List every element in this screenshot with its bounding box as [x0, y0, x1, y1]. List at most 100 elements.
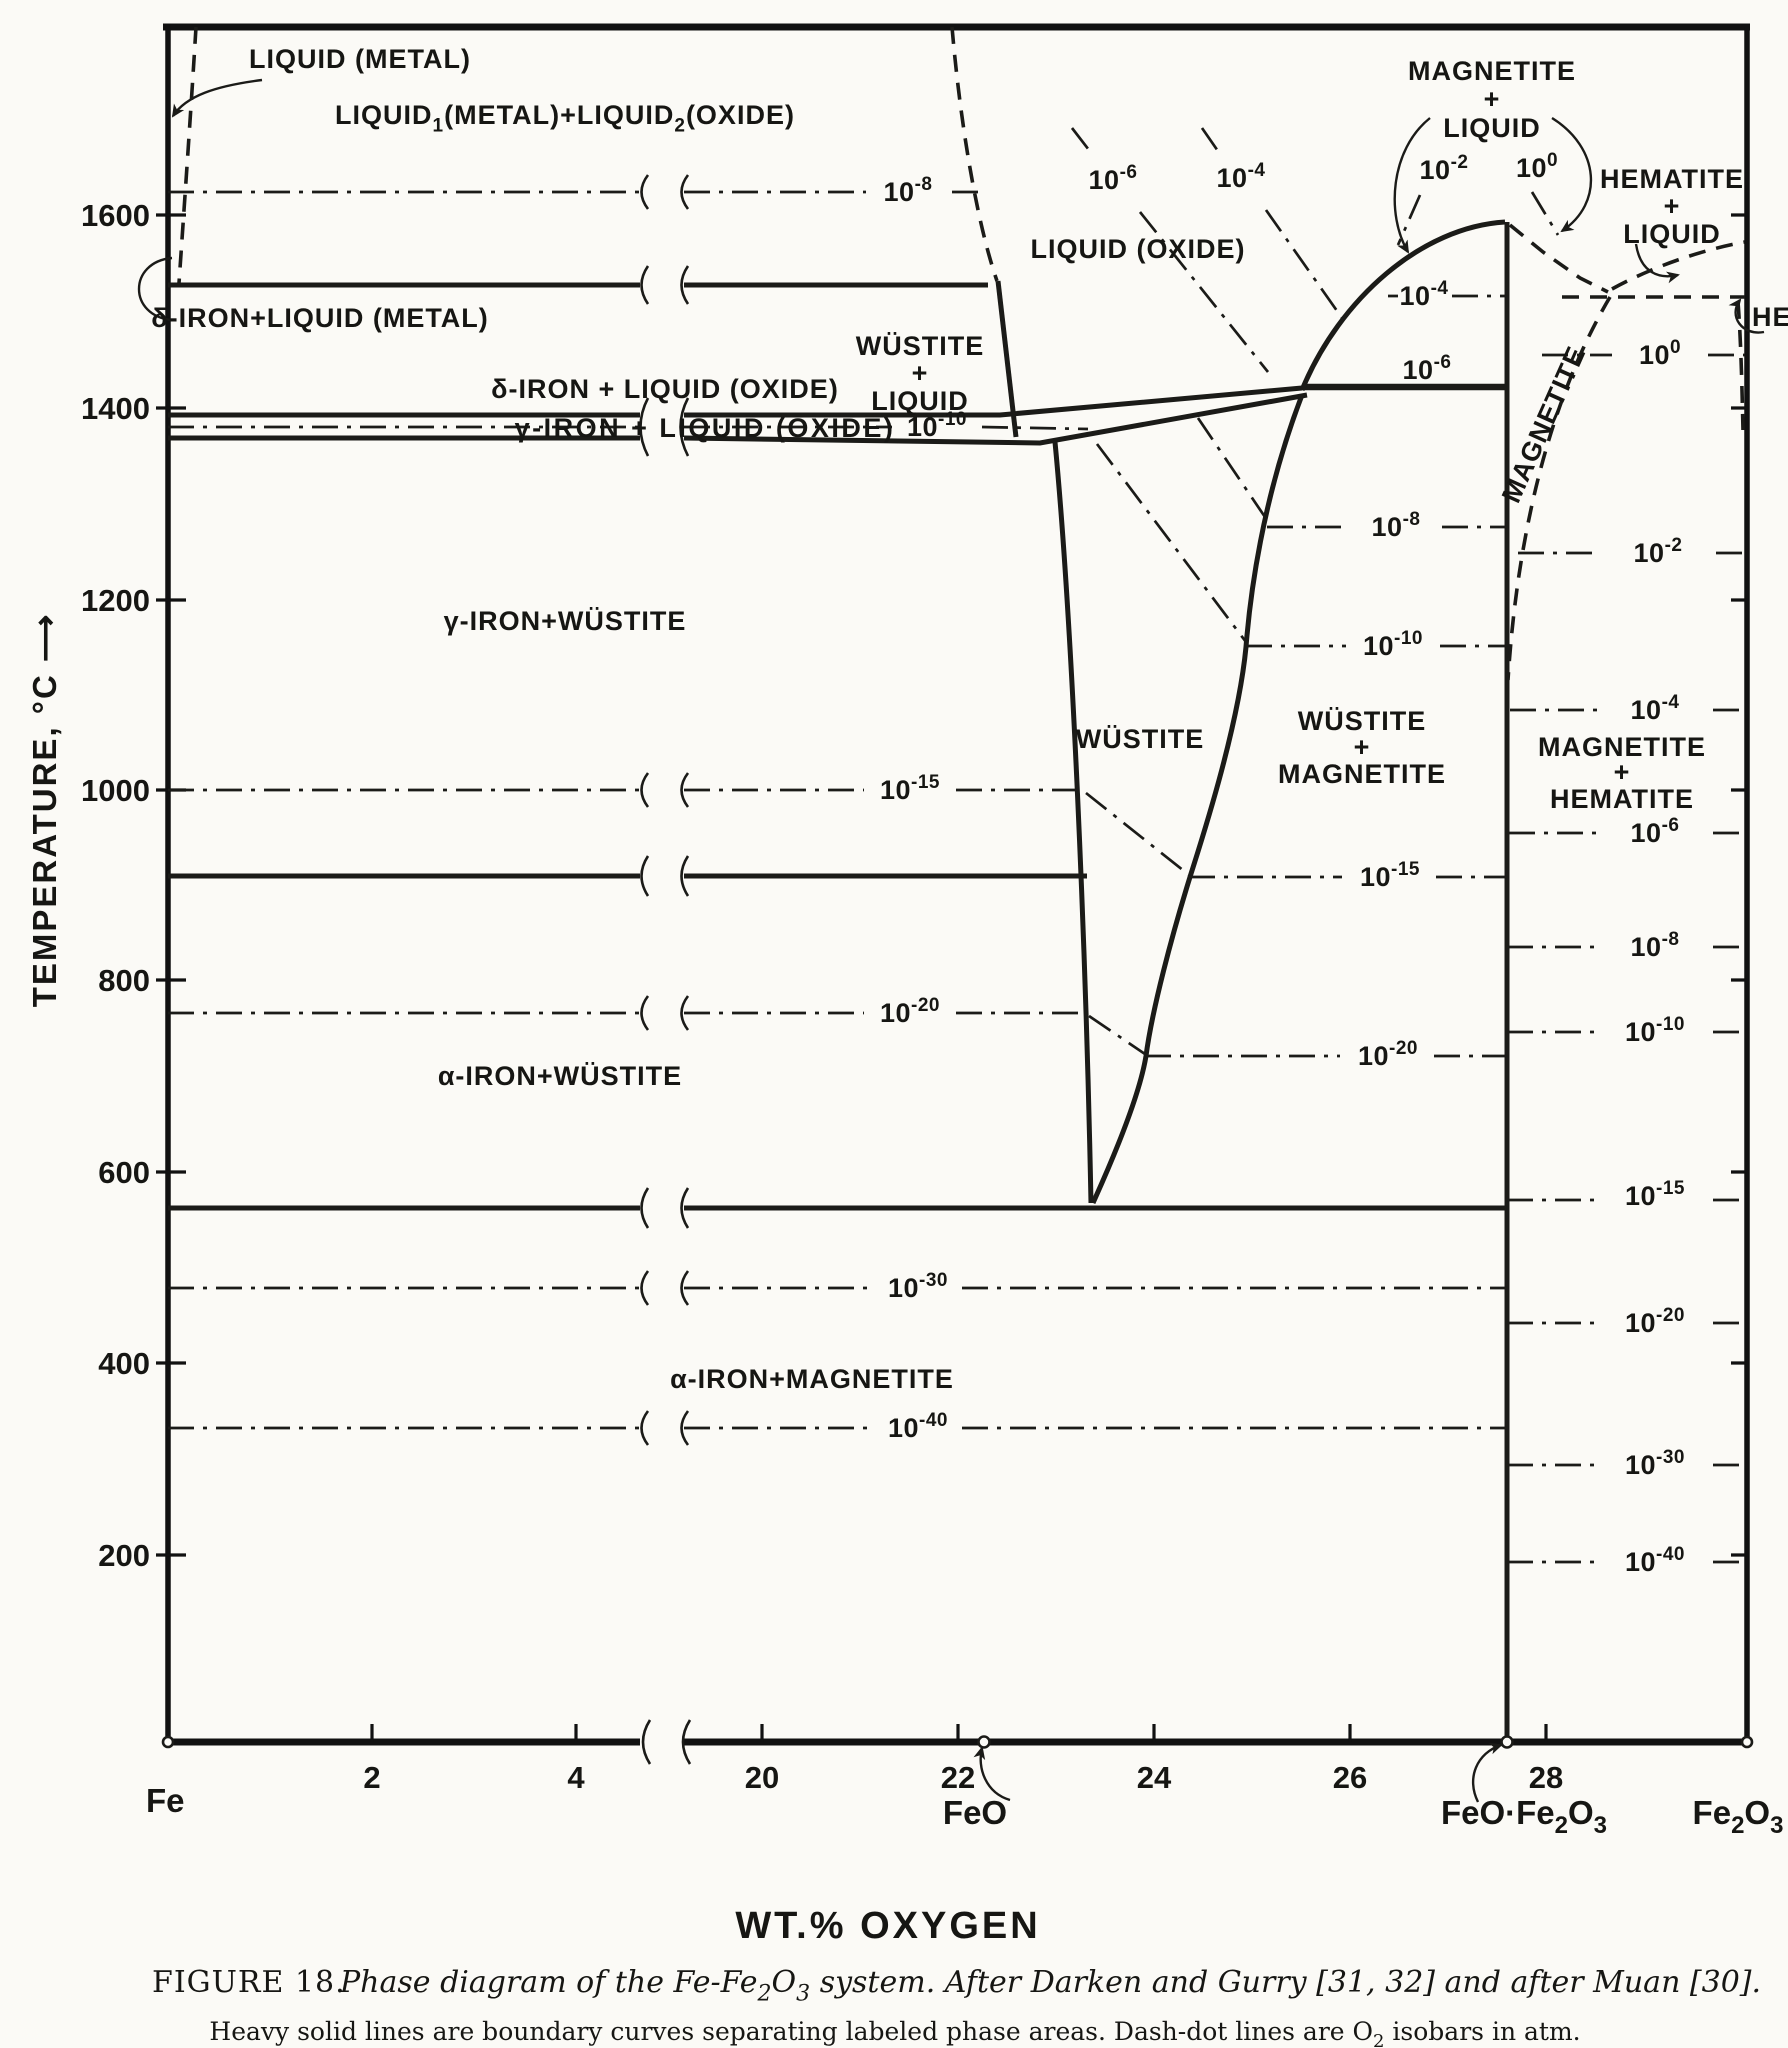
boundary-wustite-right [1090, 394, 1305, 1205]
xtick-20: 20 [745, 1760, 779, 1795]
ytick-600: 600 [98, 1155, 150, 1190]
boundary-wustite-left [1052, 441, 1094, 1204]
ytick-200: 200 [98, 1538, 150, 1573]
arrow-magnetite-liquid-left [1393, 117, 1431, 254]
label-alpha-iron-wustite: α-IRON+WÜSTITE [438, 1061, 682, 1091]
break-10e-40 [640, 1410, 690, 1446]
isobar-label-10e-40-left: 10-40 [888, 1410, 948, 1443]
boundary-1371-line [168, 392, 1308, 446]
phase-region-labels: LIQUID (METAL) LIQUID1(METAL)+LIQUID2(OX… [151, 44, 1788, 1394]
boundary-liquid-metal-dashed [177, 26, 198, 284]
label-gamma-iron-wustite: γ-IRON+WÜSTITE [444, 606, 687, 636]
isobar-10e-20 [168, 1011, 1745, 1325]
label-hematite-liquid-1: HEMATITE [1600, 164, 1744, 194]
label-liquid-metal: LIQUID (METAL) [249, 44, 471, 74]
isobar-label-10e-10-left: 10-10 [907, 409, 967, 442]
label-hematite-cut: HE [1752, 302, 1788, 332]
isobar-label-10e-4-liquid: 10-4 [1217, 160, 1266, 193]
isobar-label-10e-40-right: 10-40 [1625, 1544, 1685, 1577]
temperature-ticks-right [1731, 213, 1747, 1557]
isobar-10e-10-mid-right [1095, 443, 1745, 1034]
isobar-label-10e-6-right: 10-6 [1631, 815, 1680, 848]
figure-caption: FIGURE 18. Phase diagram of the Fe-Fe2O3… [152, 1965, 1761, 2048]
break-1528 [640, 265, 690, 305]
phase-boundary-solid [168, 219, 1510, 1742]
marker-feofe2o3 [1500, 1735, 1514, 1749]
boundary-liquid-oxide-dashed [950, 26, 999, 282]
xtick-22: 22 [941, 1760, 975, 1795]
isobar-10e-10-left [168, 425, 1089, 431]
isobar-10e-4 [1200, 127, 1745, 712]
isobar-10e-2 [1396, 194, 1745, 555]
isobar-label-10e-30-right: 10-30 [1625, 1447, 1685, 1480]
boundary-hematite-right-sliver [1736, 301, 1745, 431]
caption-title: Phase diagram of the Fe-Fe2O3 system. Af… [339, 1965, 1761, 2006]
caption-note: Heavy solid lines are boundary curves se… [209, 2017, 1580, 2048]
annotation-arrows [137, 78, 1765, 1803]
label-magnetite-liquid-3: LIQUID [1443, 113, 1541, 143]
arrow-liquid-metal [171, 78, 263, 118]
isobar-label-10e-15-left: 10-15 [880, 772, 940, 805]
isobar-label-10e-2-dome: 10-2 [1420, 152, 1469, 185]
break-10e-8 [640, 174, 690, 210]
composition-ticks [370, 1724, 1548, 1742]
break-10e-20 [640, 995, 690, 1031]
compound-fe: Fe [146, 1782, 185, 1819]
marker-feo [977, 1735, 991, 1749]
ytick-800: 800 [98, 963, 150, 998]
break-band [639, 397, 690, 457]
xtick-26: 26 [1333, 1760, 1367, 1795]
composition-markers [161, 1735, 1754, 1749]
o2-isobars [168, 127, 1745, 1564]
label-magnetite-liquid-1: MAGNETITE [1408, 56, 1576, 86]
ytick-1600: 1600 [81, 198, 150, 233]
axis-break-mark [641, 1719, 692, 1765]
label-magnetite-hematite-3: HEMATITE [1550, 784, 1694, 814]
boundary-magnetite-liquidus-dome [1299, 219, 1506, 391]
isobar-label-10e-4-dome: 10-4 [1400, 278, 1449, 311]
ytick-1200: 1200 [81, 583, 150, 618]
label-wustite-magnetite-2: + [1354, 732, 1371, 762]
isobar-10e-6 [1070, 127, 1745, 835]
isobar-label-10e-6-line: 10-6 [1403, 352, 1452, 385]
isobar-label-10e-30-left: 10-30 [888, 1270, 948, 1303]
ytick-1400: 1400 [81, 391, 150, 426]
label-hematite-liquid-2: + [1664, 191, 1681, 221]
isobar-label-10e-20-mid: 10-20 [1358, 1038, 1418, 1071]
break-910 [640, 855, 690, 897]
ytick-400: 400 [98, 1346, 150, 1381]
isobar-10e-15 [168, 788, 1745, 1202]
label-hematite-liquid-3: LIQUID [1623, 219, 1721, 249]
isobar-label-10e-6-liquid: 10-6 [1089, 162, 1138, 195]
compound-feo: FeO [943, 1794, 1007, 1831]
boundary-hematite-liquidus [1611, 240, 1746, 291]
plot-frame [163, 23, 1750, 1765]
boundary-wustite-liquidus-left [995, 280, 1019, 438]
isobar-label-10e-8-mid: 10-8 [1372, 509, 1421, 542]
arrow-magnetite-liquid-right [1551, 116, 1593, 233]
boundary-liquidus-right-of-peak [1508, 223, 1609, 294]
compound-feofe2o3: FeO·Fe2O3 [1441, 1794, 1607, 1839]
label-delta-iron-liquid-oxide: δ-IRON + LIQUID (OXIDE) [491, 374, 839, 404]
axis-tick-labels: 1600 1400 1200 1000 800 600 400 200 2 4 … [81, 198, 1783, 1839]
label-wustite-liquid-2: + [912, 358, 929, 388]
xtick-24: 24 [1137, 1760, 1172, 1795]
isobar-label-10e-2-right: 10-2 [1634, 535, 1683, 568]
label-delta-iron-liquid-metal: δ-IRON+LIQUID (METAL) [151, 303, 489, 333]
isobar-labels: 10-8 10-10 10-6 10-4 10-2 100 10-4 10-6 … [880, 150, 1685, 1577]
y-axis-title: TEMPERATURE, °C ⟶ [26, 613, 63, 1008]
isobar-10e-8-mid-right [1196, 417, 1745, 949]
isobar-label-10e-10-right: 10-10 [1625, 1014, 1685, 1047]
isobar-label-10e0-right: 100 [1639, 337, 1681, 370]
isobar-label-10e0-dome: 100 [1516, 150, 1558, 183]
label-wustite-magnetite-3: MAGNETITE [1278, 759, 1446, 789]
boundary-magnetite-hematite [1506, 296, 1612, 681]
break-10e-30 [640, 1270, 690, 1306]
label-liquid-oxide: LIQUID (OXIDE) [1031, 234, 1246, 264]
xtick-4: 4 [567, 1760, 585, 1795]
compound-fe2o3: Fe2O3 [1693, 1794, 1784, 1839]
arrow-feo-marker [973, 1746, 1011, 1802]
isobar-label-10e-15-mid: 10-15 [1360, 859, 1420, 892]
isobar-label-10e-20-right: 10-20 [1625, 1305, 1685, 1338]
boundary-1390-line [168, 385, 1303, 418]
